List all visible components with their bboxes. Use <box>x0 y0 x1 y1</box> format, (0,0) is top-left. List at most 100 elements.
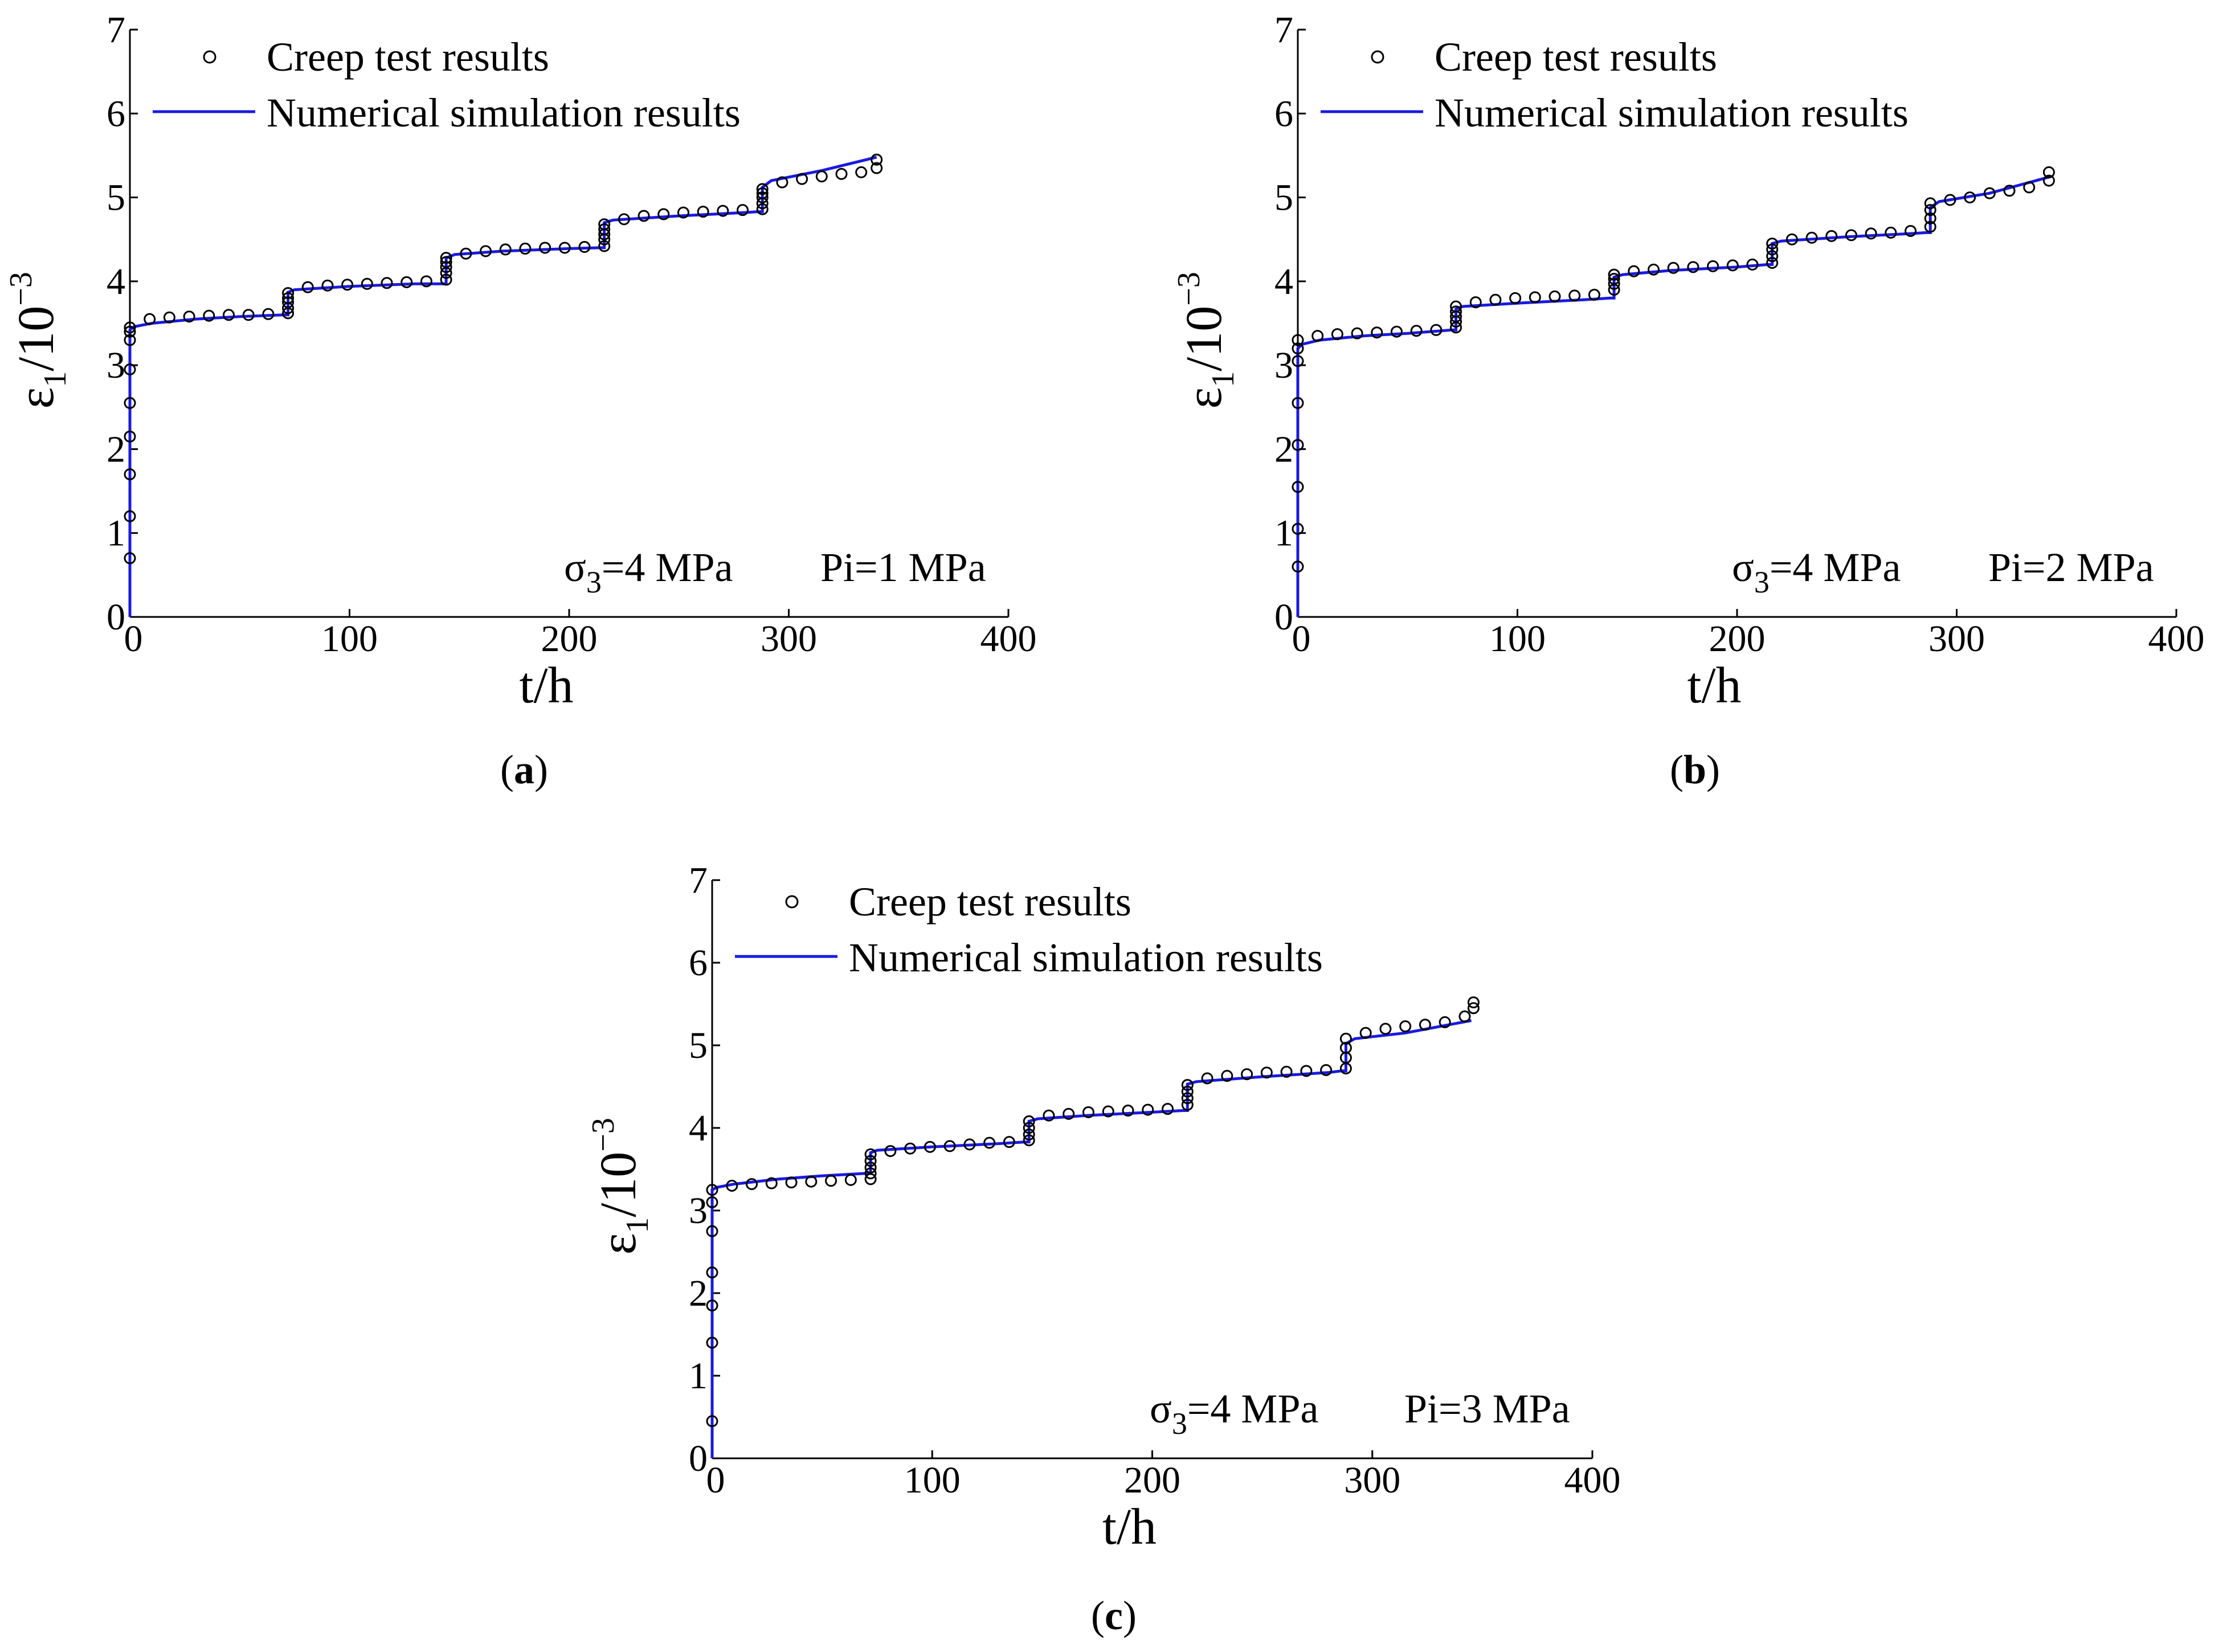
data-point-creep-test <box>657 208 670 220</box>
data-point-creep-test <box>124 510 136 522</box>
data-point-creep-test <box>203 309 215 322</box>
y-tick-label: 1 <box>107 513 125 554</box>
y-tick-label: 2 <box>689 1273 708 1314</box>
y-tick-label: 7 <box>107 9 125 51</box>
legend-label-numerical-simulation: Numerical simulation results <box>849 935 1323 980</box>
data-point-creep-test <box>1746 258 1759 271</box>
x-tick-label: 400 <box>2148 618 2205 660</box>
y-axis-label: ε1/10−3 <box>1171 272 1241 408</box>
data-point-creep-test <box>1292 396 1304 409</box>
data-point-creep-test <box>262 308 275 320</box>
data-point-creep-test <box>1467 996 1480 1009</box>
data-point-creep-test <box>1300 1065 1313 1077</box>
data-point-creep-test <box>1260 1066 1273 1079</box>
data-point-creep-test <box>519 242 532 255</box>
data-point-creep-test <box>805 1175 818 1188</box>
data-point-creep-test <box>815 170 828 183</box>
data-point-creep-test <box>124 363 136 376</box>
data-point-creep-test <box>1181 1098 1194 1111</box>
data-point-creep-test <box>776 176 788 189</box>
data-point-creep-test <box>1628 265 1640 277</box>
data-point-creep-test <box>706 1415 718 1428</box>
data-point-creep-test <box>864 1155 877 1167</box>
data-point-creep-test <box>124 430 136 443</box>
data-point-creep-test <box>756 191 769 204</box>
chart-panel-b: 0 100 200 300 400 0 1 2 3 4 5 6 7 t/h ε1/10−3 Creep tes… <box>1171 9 2205 792</box>
data-point-creep-test <box>2023 181 2036 194</box>
data-point-creep-test <box>1419 1019 1431 1031</box>
data-point-creep-test <box>1766 256 1779 269</box>
data-point-creep-test <box>1944 194 1956 206</box>
data-point-creep-test <box>726 1180 738 1192</box>
data-point-creep-test <box>480 245 492 257</box>
data-point-creep-test <box>1924 220 1936 233</box>
legend-label-numerical-simulation: Numerical simulation results <box>267 90 741 136</box>
data-point-creep-test <box>1201 1072 1213 1085</box>
data-point-creep-test <box>717 205 729 217</box>
data-point-creep-test <box>2042 166 2055 178</box>
data-point-creep-test <box>1766 238 1779 250</box>
data-point-creep-test <box>124 552 136 565</box>
data-point-creep-test <box>1439 1016 1451 1028</box>
data-point-creep-test <box>904 1142 917 1155</box>
data-point-creep-test <box>1608 277 1620 290</box>
data-point-creep-test <box>1983 187 1996 199</box>
data-point-creep-test <box>1142 1103 1154 1116</box>
series-line-numerical-simulation <box>1296 175 2052 617</box>
data-point-creep-test <box>124 468 136 481</box>
data-point-creep-test <box>1390 325 1403 338</box>
data-point-creep-test <box>697 206 709 218</box>
data-point-creep-test <box>864 1167 877 1180</box>
data-point-creep-test <box>1509 292 1522 304</box>
data-point-creep-test <box>1845 229 1857 242</box>
data-point-creep-test <box>1023 1128 1035 1141</box>
data-point-creep-test <box>1181 1085 1194 1098</box>
data-point-creep-test <box>420 275 432 288</box>
data-point-creep-test <box>163 311 175 324</box>
data-point-creep-test <box>756 203 769 215</box>
data-point-creep-test <box>1292 334 1304 346</box>
data-point-creep-test <box>1162 1103 1174 1115</box>
legend-label-numerical-simulation: Numerical simulation results <box>1435 90 1909 136</box>
y-tick-label: 5 <box>1274 177 1293 219</box>
data-point-creep-test <box>2003 185 2016 197</box>
x-tick-label: 100 <box>904 1459 961 1501</box>
data-point-creep-test <box>1292 522 1304 535</box>
data-point-creep-test <box>1568 289 1581 302</box>
data-point-creep-test <box>1063 1107 1075 1120</box>
x-tick-label: 300 <box>1928 618 1985 660</box>
data-point-creep-test <box>1924 204 1936 216</box>
data-point-creep-test <box>1003 1136 1015 1148</box>
x-tick-label: 200 <box>1124 1459 1180 1501</box>
chart-panel-c: 0 100 200 300 400 0 1 2 3 4 5 6 7 t/h ε1/10−3 Creep tes… <box>586 860 1621 1638</box>
data-point-creep-test <box>1221 1070 1233 1082</box>
data-point-creep-test <box>124 325 136 338</box>
y-tick-label: 7 <box>689 860 708 901</box>
data-point-creep-test <box>943 1140 956 1152</box>
x-tick-label: 400 <box>980 618 1037 660</box>
y-axis-label: ε1/10−3 <box>586 1118 655 1254</box>
data-point-creep-test <box>1964 191 1976 204</box>
x-tick-label: 0 <box>1292 618 1311 660</box>
x-axis-label: t/h <box>1102 1499 1157 1555</box>
data-point-creep-test <box>1292 481 1304 493</box>
y-tick-label: 4 <box>107 261 125 302</box>
data-point-creep-test <box>1023 1122 1035 1134</box>
data-point-creep-test <box>1648 263 1660 276</box>
data-point-creep-test <box>1469 296 1482 309</box>
data-point-creep-test <box>1785 233 1798 246</box>
y-tick-label: 2 <box>107 428 125 470</box>
data-point-creep-test <box>1339 1032 1352 1045</box>
y-tick-label: 5 <box>689 1025 708 1066</box>
panel-caption: (b) <box>1670 747 1720 792</box>
data-point-creep-test <box>677 206 689 219</box>
x-tick-label: 0 <box>706 1459 725 1501</box>
data-point-creep-test <box>1320 1064 1333 1076</box>
data-point-creep-test <box>361 277 373 290</box>
y-tick-label: 3 <box>107 345 125 386</box>
data-point-creep-test <box>983 1136 996 1149</box>
data-point-creep-test <box>785 1176 798 1189</box>
data-point-creep-test <box>765 1177 778 1189</box>
chart-panel-a: 0 100 200 300 400 0 1 2 3 4 5 6 7 t/h ε1/10−3 Creep tes… <box>3 9 1037 792</box>
